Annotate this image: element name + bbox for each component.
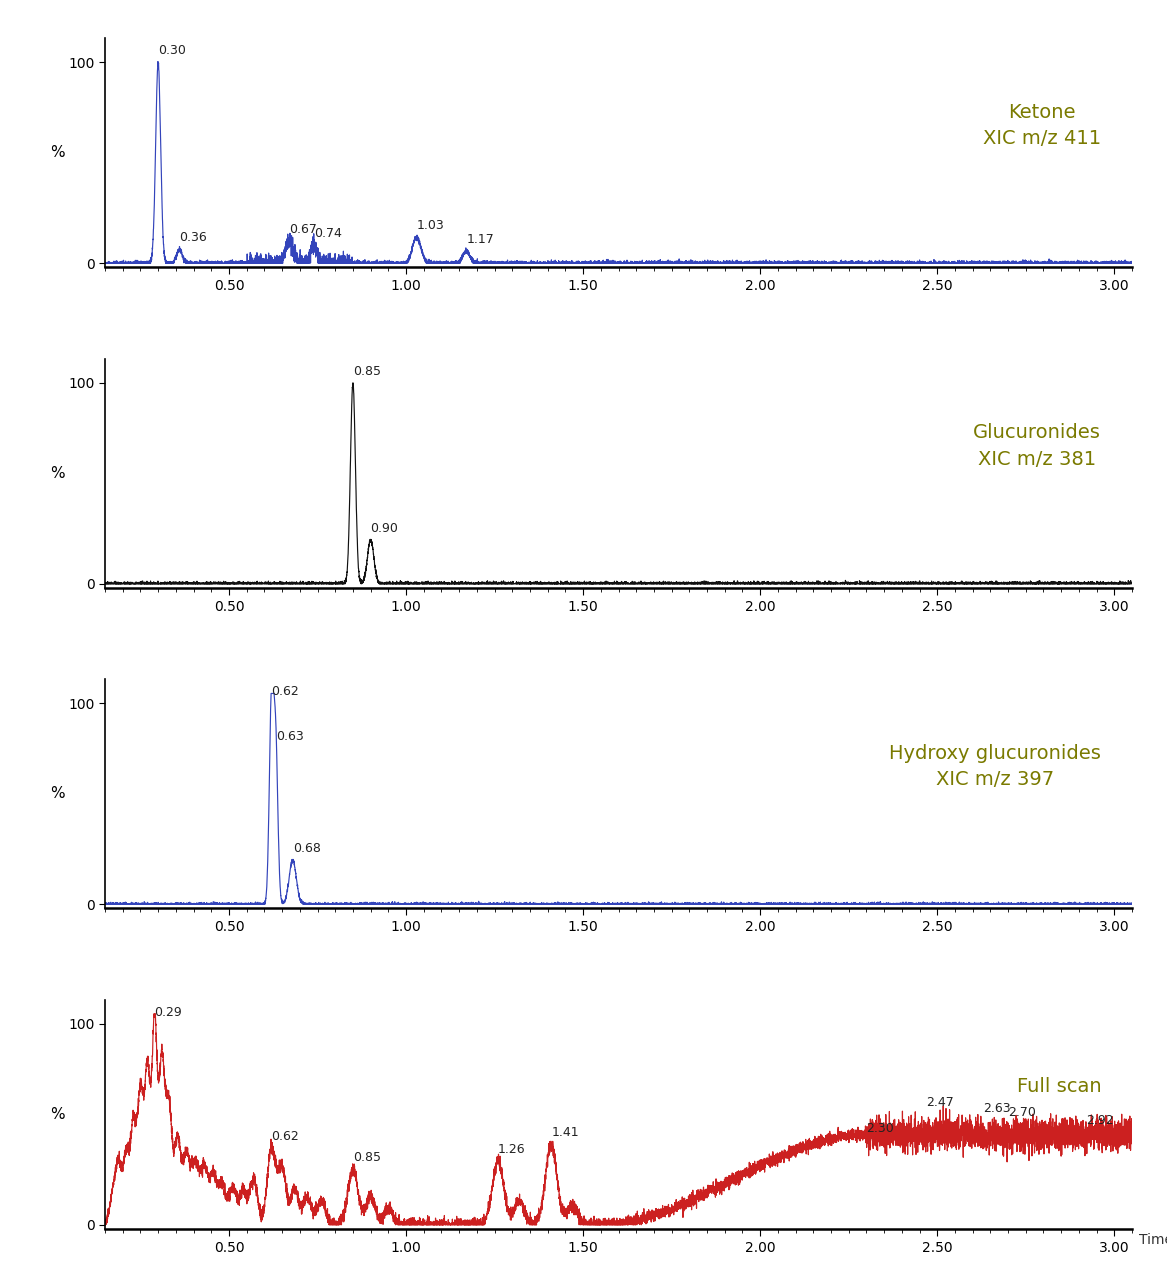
Text: 0.74: 0.74	[314, 228, 342, 241]
Text: 0.67: 0.67	[289, 223, 317, 237]
Text: 2.92: 2.92	[1086, 1115, 1113, 1128]
Text: 0.29: 0.29	[154, 1006, 182, 1019]
Text: Hydroxy glucuronides
XIC m/z 397: Hydroxy glucuronides XIC m/z 397	[889, 744, 1102, 790]
Text: 2.63: 2.63	[984, 1102, 1011, 1115]
Text: Ketone
XIC m/z 411: Ketone XIC m/z 411	[983, 102, 1102, 148]
Text: 0.85: 0.85	[352, 365, 380, 378]
Text: 2.70: 2.70	[1008, 1106, 1036, 1119]
Text: 0.90: 0.90	[371, 522, 398, 535]
Text: 0.30: 0.30	[159, 45, 186, 58]
Text: 0.85: 0.85	[352, 1151, 380, 1164]
Text: 0.68: 0.68	[293, 842, 321, 855]
Text: 2.47: 2.47	[927, 1096, 955, 1110]
Text: 0.62: 0.62	[272, 1130, 299, 1143]
Text: 1.41: 1.41	[551, 1126, 579, 1139]
Y-axis label: %: %	[50, 146, 64, 160]
Text: 0.62: 0.62	[272, 686, 299, 699]
Text: Glucuronides
XIC m/z 381: Glucuronides XIC m/z 381	[973, 424, 1102, 468]
Y-axis label: %: %	[50, 1107, 64, 1121]
Text: Full scan: Full scan	[1016, 1078, 1102, 1097]
Text: 1.26: 1.26	[498, 1143, 525, 1156]
Text: 2.30: 2.30	[866, 1123, 894, 1135]
Text: 1.03: 1.03	[417, 219, 445, 232]
Y-axis label: %: %	[50, 786, 64, 801]
Y-axis label: %: %	[50, 466, 64, 481]
Text: 0.63: 0.63	[275, 730, 303, 742]
Text: 0.36: 0.36	[180, 232, 208, 244]
Text: 1.17: 1.17	[467, 233, 494, 246]
Text: Time: Time	[1139, 1233, 1167, 1247]
